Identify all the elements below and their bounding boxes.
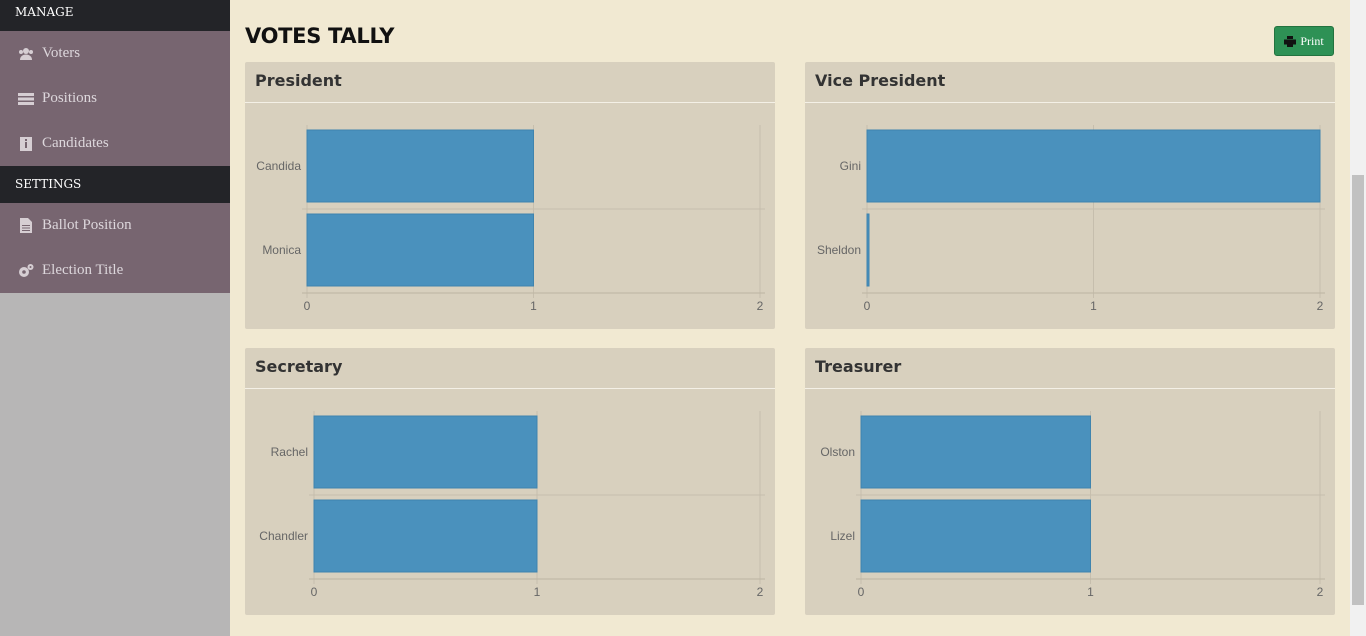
x-tick-label: 0 xyxy=(864,299,871,313)
bar-gini xyxy=(866,129,1321,203)
x-tick-label: 2 xyxy=(1317,299,1324,313)
x-tick-label: 0 xyxy=(858,585,865,599)
chart-treasurer: 0 1 2 Olston Lizel xyxy=(805,389,1335,615)
chart-svg: 0 1 2 Olston Lizel xyxy=(820,411,1325,599)
chart-title: Secretary xyxy=(245,348,775,389)
bar-candida xyxy=(306,129,534,203)
manage-header: MANAGE xyxy=(0,0,230,31)
category-label: Gini xyxy=(840,159,861,173)
chart-secretary: 0 1 2 Rachel Chandler xyxy=(245,389,775,615)
page-title: VOTES TALLY xyxy=(245,24,395,48)
category-label: Olston xyxy=(820,445,855,459)
x-tick-label: 2 xyxy=(757,299,764,313)
settings-header: SETTINGS xyxy=(0,166,230,203)
chart-title: Vice President xyxy=(805,62,1335,103)
category-label: Sheldon xyxy=(817,243,861,257)
sidebar-item-candidates[interactable]: Candidates xyxy=(0,121,230,166)
category-label: Monica xyxy=(262,243,301,257)
chart-box-president: President 0 1 2 Candida Monica xyxy=(245,62,775,329)
print-label: Print xyxy=(1300,33,1324,48)
bar-olston xyxy=(860,415,1091,489)
chart-svg: 0 1 2 Gini Sheldon xyxy=(817,125,1325,313)
bar-lizel xyxy=(860,499,1091,573)
chart-svg: 0 1 2 Candida Monica xyxy=(256,125,765,313)
print-icon xyxy=(1284,35,1297,47)
x-tick-label: 2 xyxy=(757,585,764,599)
sidebar-item-label: Candidates xyxy=(42,135,109,151)
users-icon xyxy=(18,46,34,62)
x-tick-label: 2 xyxy=(1317,585,1324,599)
file-icon xyxy=(18,218,34,234)
chart-box-treasurer: Treasurer 0 1 2 Olston Lizel xyxy=(805,348,1335,615)
sidebar-item-label: Positions xyxy=(42,90,98,106)
sidebar-item-positions[interactable]: Positions xyxy=(0,76,230,121)
sidebar-item-label: Voters xyxy=(42,45,81,61)
x-tick-label: 1 xyxy=(1090,299,1097,313)
chart-box-secretary: Secretary 0 1 2 Rachel Chandler xyxy=(245,348,775,615)
x-tick-label: 1 xyxy=(1087,585,1094,599)
scrollbar[interactable] xyxy=(1350,0,1366,636)
gears-icon xyxy=(18,263,34,279)
category-label: Chandler xyxy=(259,529,308,543)
x-tick-label: 1 xyxy=(534,585,541,599)
bar-sheldon xyxy=(866,213,870,287)
chart-vice-president: 0 1 2 Gini Sheldon xyxy=(805,103,1335,329)
print-button[interactable]: Print xyxy=(1274,26,1334,56)
sidebar-item-ballot-position[interactable]: Ballot Position xyxy=(0,203,230,248)
scrollbar-thumb[interactable] xyxy=(1352,175,1364,605)
x-tick-label: 0 xyxy=(311,585,318,599)
category-label: Lizel xyxy=(830,529,855,543)
chart-president: 0 1 2 Candida Monica xyxy=(245,103,775,329)
chart-title: President xyxy=(245,62,775,103)
sidebar-item-label: Ballot Position xyxy=(42,217,132,233)
chart-svg: 0 1 2 Rachel Chandler xyxy=(259,411,765,599)
bar-monica xyxy=(306,213,534,287)
category-label: Candida xyxy=(256,159,301,173)
sidebar: MANAGE Voters Positions Candidates SETTI… xyxy=(0,0,230,636)
main-content: VOTES TALLY Print President 0 1 2 Candida Mo… xyxy=(230,0,1350,636)
chart-title: Treasurer xyxy=(805,348,1335,389)
x-tick-label: 1 xyxy=(530,299,537,313)
chart-box-vice-president: Vice President 0 1 2 Gini Sheldon xyxy=(805,62,1335,329)
sidebar-item-election-title[interactable]: Election Title xyxy=(0,248,230,293)
bar-chandler xyxy=(313,499,538,573)
sidebar-item-voters[interactable]: Voters xyxy=(0,31,230,76)
bar-rachel xyxy=(313,415,538,489)
candidate-icon xyxy=(18,136,34,152)
sidebar-item-label: Election Title xyxy=(42,262,124,278)
x-tick-label: 0 xyxy=(304,299,311,313)
category-label: Rachel xyxy=(271,445,308,459)
list-icon xyxy=(18,91,34,107)
